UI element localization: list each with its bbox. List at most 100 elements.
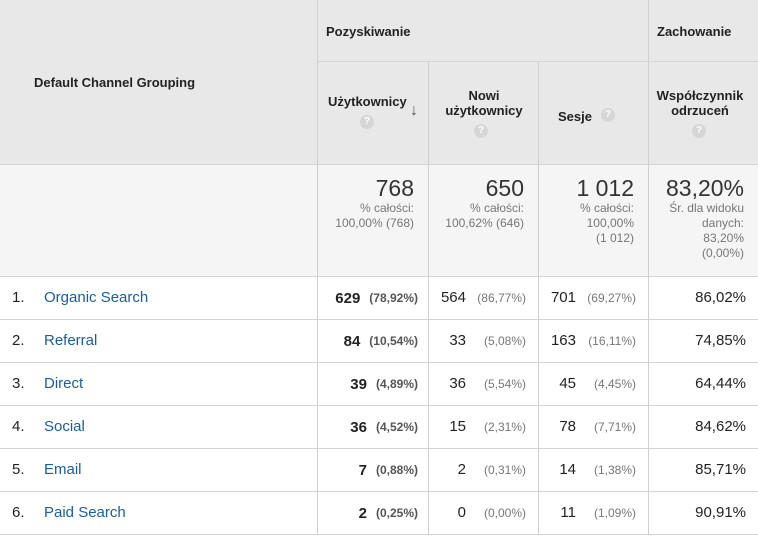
users-percent: (4,52%) (375, 420, 418, 434)
users-cell: 2 (0,25%) (318, 492, 429, 535)
question-circle-icon[interactable]: ? (692, 124, 706, 138)
totals-bounce-line3: 83,20% (703, 231, 744, 245)
sessions-cell: 163 (16,11%) (539, 320, 649, 363)
column-sessions-label: Sesje (558, 109, 592, 124)
row-number: 5. (12, 461, 25, 478)
row-number: 2. (12, 332, 25, 349)
totals-sessions-line3: (1 012) (595, 231, 634, 245)
channel-link[interactable]: Email (44, 461, 82, 478)
question-circle-icon[interactable]: ? (360, 115, 374, 129)
users-value: 39 (350, 375, 367, 393)
sessions-cell: 45 (4,45%) (539, 363, 649, 406)
dimension-cell: 3. Direct (0, 363, 318, 406)
sessions-cell: 11 (1,09%) (539, 492, 649, 535)
sessions-value: 11 (560, 504, 576, 521)
new-users-cell: 36 (5,54%) (429, 363, 539, 406)
totals-users-line1: % całości: (359, 201, 414, 215)
sessions-percent: (16,11%) (588, 334, 636, 348)
channel-link[interactable]: Social (44, 418, 85, 435)
dimension-header[interactable]: Default Channel Grouping (0, 0, 318, 165)
new-users-percent: (0,31%) (483, 463, 526, 477)
sessions-value: 45 (559, 375, 576, 392)
new-users-cell: 0 (0,00%) (429, 492, 539, 535)
users-cell: 629 (78,92%) (318, 277, 429, 320)
new-users-cell: 564 (86,77%) (429, 277, 539, 320)
new-users-cell: 15 (2,31%) (429, 406, 539, 449)
users-value: 7 (358, 461, 367, 479)
new-users-value: 564 (440, 289, 466, 306)
bounce-value: 64,44% (695, 375, 746, 392)
sessions-percent: (7,71%) (593, 420, 636, 434)
totals-new-users-value: 650 (485, 175, 524, 201)
row-number: 6. (12, 504, 25, 521)
sessions-percent: (4,45%) (593, 377, 636, 391)
new-users-value: 0 (457, 504, 466, 521)
bounce-cell: 64,44% (649, 363, 758, 406)
users-cell: 36 (4,52%) (318, 406, 429, 449)
column-users-label: Użytkownicy (328, 94, 407, 109)
users-cell: 7 (0,88%) (318, 449, 429, 492)
totals-bounce-line4: (0,00%) (701, 246, 744, 260)
new-users-percent: (0,00%) (483, 506, 526, 520)
users-value: 36 (350, 418, 367, 436)
users-percent: (10,54%) (369, 334, 418, 348)
totals-bounce-line1: Śr. dla widoku (669, 201, 744, 215)
sessions-cell: 14 (1,38%) (539, 449, 649, 492)
sessions-value: 701 (550, 289, 576, 306)
sessions-percent: (1,09%) (593, 506, 636, 520)
bounce-cell: 90,91% (649, 492, 758, 535)
users-percent: (0,25%) (375, 506, 418, 520)
arrow-down-icon[interactable]: ↓ (410, 102, 418, 119)
row-number: 4. (12, 418, 25, 435)
group-header-behavior: Zachowanie (649, 0, 758, 62)
column-new-users-label-1: Nowi (468, 88, 500, 103)
sessions-value: 78 (559, 418, 576, 435)
totals-new-users-line1: % całości: (469, 201, 524, 215)
dimension-cell: 6. Paid Search (0, 492, 318, 535)
bounce-cell: 74,85% (649, 320, 758, 363)
totals-dimension-cell (0, 165, 318, 277)
new-users-value: 15 (449, 418, 466, 435)
new-users-value: 33 (449, 332, 466, 349)
column-header-new-users[interactable]: Nowi użytkownicy ? (429, 62, 539, 165)
row-number: 3. (12, 375, 25, 392)
bounce-value: 85,71% (695, 461, 746, 478)
new-users-value: 36 (449, 375, 466, 392)
new-users-percent: (5,08%) (483, 334, 526, 348)
question-circle-icon[interactable]: ? (601, 108, 615, 122)
channel-link[interactable]: Organic Search (44, 289, 149, 306)
channel-link[interactable]: Paid Search (44, 504, 126, 521)
dimension-cell: 2. Referral (0, 320, 318, 363)
row-number: 1. (12, 289, 25, 306)
users-percent: (0,88%) (375, 463, 418, 477)
bounce-cell: 84,62% (649, 406, 758, 449)
totals-bounce-cell: 83,20% Śr. dla widoku danych: 83,20% (0,… (649, 165, 758, 277)
channel-link[interactable]: Referral (44, 332, 98, 349)
column-header-users[interactable]: Użytkownicy ↓ ? (318, 62, 429, 165)
new-users-cell: 33 (5,08%) (429, 320, 539, 363)
group-acquisition-label: Pozyskiwanie (326, 24, 411, 39)
bounce-value: 84,62% (695, 418, 746, 435)
bounce-value: 90,91% (695, 504, 746, 521)
sessions-cell: 701 (69,27%) (539, 277, 649, 320)
bounce-value: 74,85% (695, 332, 746, 349)
new-users-value: 2 (457, 461, 466, 478)
bounce-cell: 86,02% (649, 277, 758, 320)
column-header-bounce-rate[interactable]: Współczynnik odrzuceń ? (649, 62, 758, 165)
sessions-cell: 78 (7,71%) (539, 406, 649, 449)
group-header-acquisition: Pozyskiwanie (318, 0, 649, 62)
sessions-percent: (1,38%) (593, 463, 636, 477)
new-users-percent: (2,31%) (483, 420, 526, 434)
new-users-percent: (86,77%) (477, 291, 526, 305)
channel-link[interactable]: Direct (44, 375, 84, 392)
column-bounce-label-2: odrzuceń (671, 103, 729, 118)
totals-sessions-value: 1 012 (576, 175, 634, 201)
users-cell: 39 (4,89%) (318, 363, 429, 406)
totals-users-value: 768 (375, 175, 414, 201)
bounce-cell: 85,71% (649, 449, 758, 492)
bounce-value: 86,02% (695, 289, 746, 306)
column-header-sessions[interactable]: Sesje ? (539, 62, 649, 165)
question-circle-icon[interactable]: ? (474, 124, 488, 138)
totals-bounce-value: 83,20% (665, 175, 744, 201)
